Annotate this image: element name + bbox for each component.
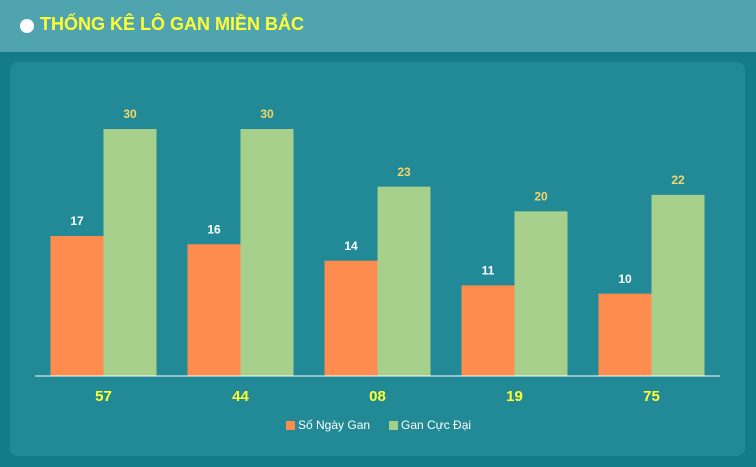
legend-swatch <box>286 421 295 430</box>
data-label: 23 <box>397 165 411 179</box>
header-dot <box>20 19 34 33</box>
data-label: 10 <box>618 272 632 286</box>
bar <box>651 194 705 376</box>
data-label: 14 <box>344 239 358 253</box>
bar <box>514 211 568 376</box>
legend-swatch <box>389 421 398 430</box>
x-tick-label: 19 <box>506 388 523 405</box>
x-tick-label: 08 <box>369 388 386 405</box>
bar <box>598 293 652 376</box>
bar <box>103 129 157 376</box>
bar <box>50 236 104 376</box>
bar <box>377 186 431 376</box>
legend-label: Gan Cực Đại <box>401 418 471 432</box>
data-label: 17 <box>70 214 84 228</box>
data-label: 30 <box>260 107 274 121</box>
bar <box>461 285 515 376</box>
chart-title: THỐNG KÊ LÔ GAN MIỀN BẮC <box>40 13 304 34</box>
data-label: 30 <box>123 107 137 121</box>
bar <box>240 129 294 376</box>
data-label: 16 <box>207 222 221 236</box>
header <box>0 0 756 52</box>
data-label: 11 <box>482 264 495 278</box>
data-label: 22 <box>671 173 685 187</box>
legend-label: Số Ngày Gan <box>298 418 370 432</box>
bar <box>187 244 241 376</box>
x-tick-label: 44 <box>232 388 249 405</box>
bar <box>324 260 378 376</box>
x-tick-label: 57 <box>95 388 112 405</box>
data-label: 20 <box>534 190 548 204</box>
x-tick-label: 75 <box>643 388 660 405</box>
